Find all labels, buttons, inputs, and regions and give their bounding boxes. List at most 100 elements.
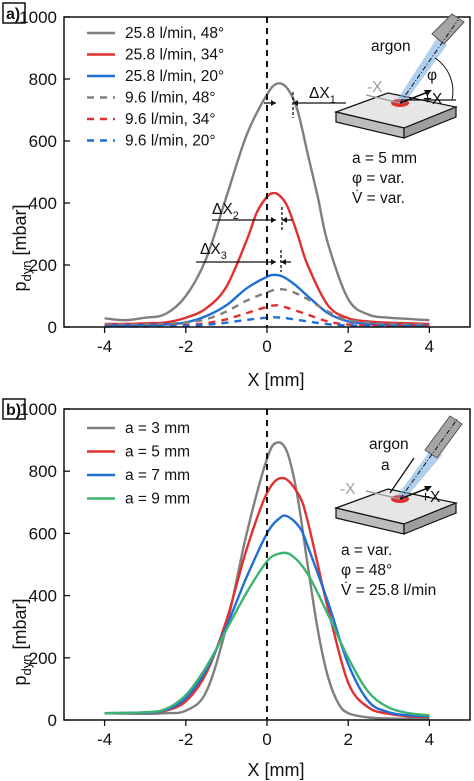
panel-a-x-axis-title: X [mm]: [248, 370, 305, 390]
minus-x-arrow-b: [365, 490, 401, 500]
x-tick-label: 2: [343, 730, 352, 749]
panel-a-x-ticks: -4 -2 0 2 4: [97, 327, 434, 356]
panel-b-y-ticks: 0 200 400 600 800 1000: [19, 400, 70, 730]
inset-a-param-2: φ = var.: [352, 170, 405, 187]
panel-b-y-axis-subscript: dyn: [19, 655, 34, 676]
inset-a-param-1: a = 5 mm: [352, 150, 417, 167]
y-tick-label: 0: [48, 318, 57, 337]
legend-entry: 25.8 l/min, 34°: [125, 47, 224, 64]
y-tick-label: 600: [29, 132, 57, 151]
panel-a-series-group: [104, 82, 430, 328]
inset-b-gas-label: argon: [369, 436, 409, 453]
panel-b-legend: a = 3 mm a = 5 mm a = 7 mm a = 9 mm: [87, 420, 190, 508]
inset-b-param-2: φ = 48°: [341, 562, 392, 579]
legend-entry: 25.8 l/min, 20°: [125, 68, 224, 85]
panel-b-x-ticks: -4 -2 0 2 4: [97, 720, 434, 749]
a-series-line-1: [104, 191, 430, 326]
panel-b-tag-box: [2, 398, 26, 420]
y-tick-label: 800: [29, 70, 57, 89]
distance-a-line: [389, 457, 415, 494]
panel-a: a) 0 200 400 600 800 1000 -4 -2 0 2 4 pdyn [mbar]…: [2, 2, 471, 390]
workpiece-b-side: [403, 502, 457, 535]
legend-entry: 9.6 l/min, 34°: [125, 111, 216, 128]
a-series-line-3: [104, 287, 430, 326]
panel-b-setup-sketch: argon a -X +X a = var. φ = 48° V̇ = 25.8…: [333, 415, 463, 599]
y-tick-label: 600: [29, 524, 57, 543]
delta-x3-label: ΔX3: [200, 241, 227, 262]
x-tick-label: -2: [178, 337, 193, 356]
panel-b: b) 0 200 400 600 800 1000 -4 -2 0 2 4 pdyn [mbar]…: [2, 398, 471, 780]
x-tick-label: -4: [97, 337, 112, 356]
plus-x-arrow-b: [399, 487, 429, 500]
angle-arc: [434, 57, 454, 101]
x-tick-label: -2: [178, 730, 193, 749]
panel-b-series-group: [104, 441, 430, 720]
inset-b-param-1: a = var.: [341, 542, 392, 559]
panel-b-y-axis-symbol: p: [10, 675, 30, 685]
legend-entry: 25.8 l/min, 48°: [125, 25, 224, 42]
inset-a-angle: φ: [427, 67, 437, 84]
panel-a-y-axis-title: pdyn [mbar]: [10, 205, 34, 292]
panel-b-y-axis-unit: [mbar]: [10, 599, 30, 655]
delta-x2-label: ΔX2: [212, 201, 239, 222]
inset-b-minus-x: -X: [340, 481, 356, 498]
delta-x2-annotation: ΔX2: [212, 201, 292, 232]
x-tick-label: 4: [425, 730, 434, 749]
a-series-line-5: [104, 316, 430, 328]
y-tick-label: 200: [29, 649, 57, 668]
y-tick-label: 0: [48, 711, 57, 730]
panel-a-tag: a): [6, 6, 20, 23]
inset-a-plus-x: +X: [423, 91, 443, 108]
y-tick-label: 1000: [19, 8, 57, 27]
panel-a-legend: 25.8 l/min, 48° 25.8 l/min, 34° 25.8 l/min…: [87, 25, 224, 150]
gas-jet: [397, 38, 447, 104]
inset-b-plus-x: +X: [421, 489, 441, 506]
panel-b-tag: b): [6, 402, 21, 419]
delta-x1-annotation: ΔX1: [264, 85, 346, 118]
b-series-line-2: [104, 514, 430, 718]
panel-b-x-axis-title: X [mm]: [248, 760, 305, 780]
x-tick-label: 0: [262, 730, 271, 749]
inset-a-gas-label: argon: [371, 38, 411, 55]
torch-axis-b: [399, 417, 459, 500]
x-tick-label: 0: [262, 337, 271, 356]
plus-x-arrow: [399, 91, 429, 104]
minus-x-arrow: [365, 94, 401, 104]
workpiece-side: [403, 106, 457, 139]
panel-a-y-axis-subscript: dyn: [19, 261, 34, 282]
panel-a-tag-box: [2, 2, 26, 24]
legend-entry: a = 5 mm: [125, 444, 190, 461]
a-series-line-2: [104, 273, 430, 327]
x-tick-label: 2: [343, 337, 352, 356]
panel-a-y-axis-symbol: p: [10, 281, 30, 291]
delta-x1-label: ΔX1: [309, 85, 336, 106]
b-series-line-1: [104, 476, 430, 719]
y-tick-label: 400: [29, 587, 57, 606]
b-series-line-3: [104, 551, 430, 717]
y-tick-label: 1000: [19, 400, 57, 419]
inset-a-param-3: V̇ = var.: [352, 190, 405, 207]
x-tick-label: -4: [97, 730, 112, 749]
inset-b-distance-label: a: [381, 457, 390, 474]
torch-axis: [399, 19, 459, 104]
panel-a-y-ticks: 0 200 400 600 800 1000: [19, 8, 70, 337]
torch-nozzle: [431, 13, 465, 45]
a-series-line-0: [104, 82, 430, 322]
panel-a-y-axis-unit: [mbar]: [10, 205, 30, 261]
x-tick-label: 4: [425, 337, 434, 356]
legend-entry: a = 7 mm: [125, 467, 190, 484]
y-tick-label: 400: [29, 194, 57, 213]
torch-nozzle-b: [424, 415, 463, 459]
panel-b-y-axis-title: pdyn [mbar]: [10, 599, 34, 686]
legend-entry: a = 9 mm: [125, 491, 190, 508]
y-tick-label: 200: [29, 256, 57, 275]
inset-a-minus-x: -X: [367, 79, 383, 96]
b-series-line-0: [104, 441, 430, 720]
legend-entry: 9.6 l/min, 48°: [125, 90, 216, 107]
delta-x3-annotation: ΔX3: [196, 241, 291, 272]
panel-a-setup-sketch: argon -X +X φ a = 5 mm φ = var. V̇ = var…: [333, 13, 465, 207]
inset-b-param-3: V̇ = 25.8 l/min: [341, 582, 436, 599]
legend-entry: 9.6 l/min, 20°: [125, 133, 216, 150]
y-tick-label: 800: [29, 462, 57, 481]
